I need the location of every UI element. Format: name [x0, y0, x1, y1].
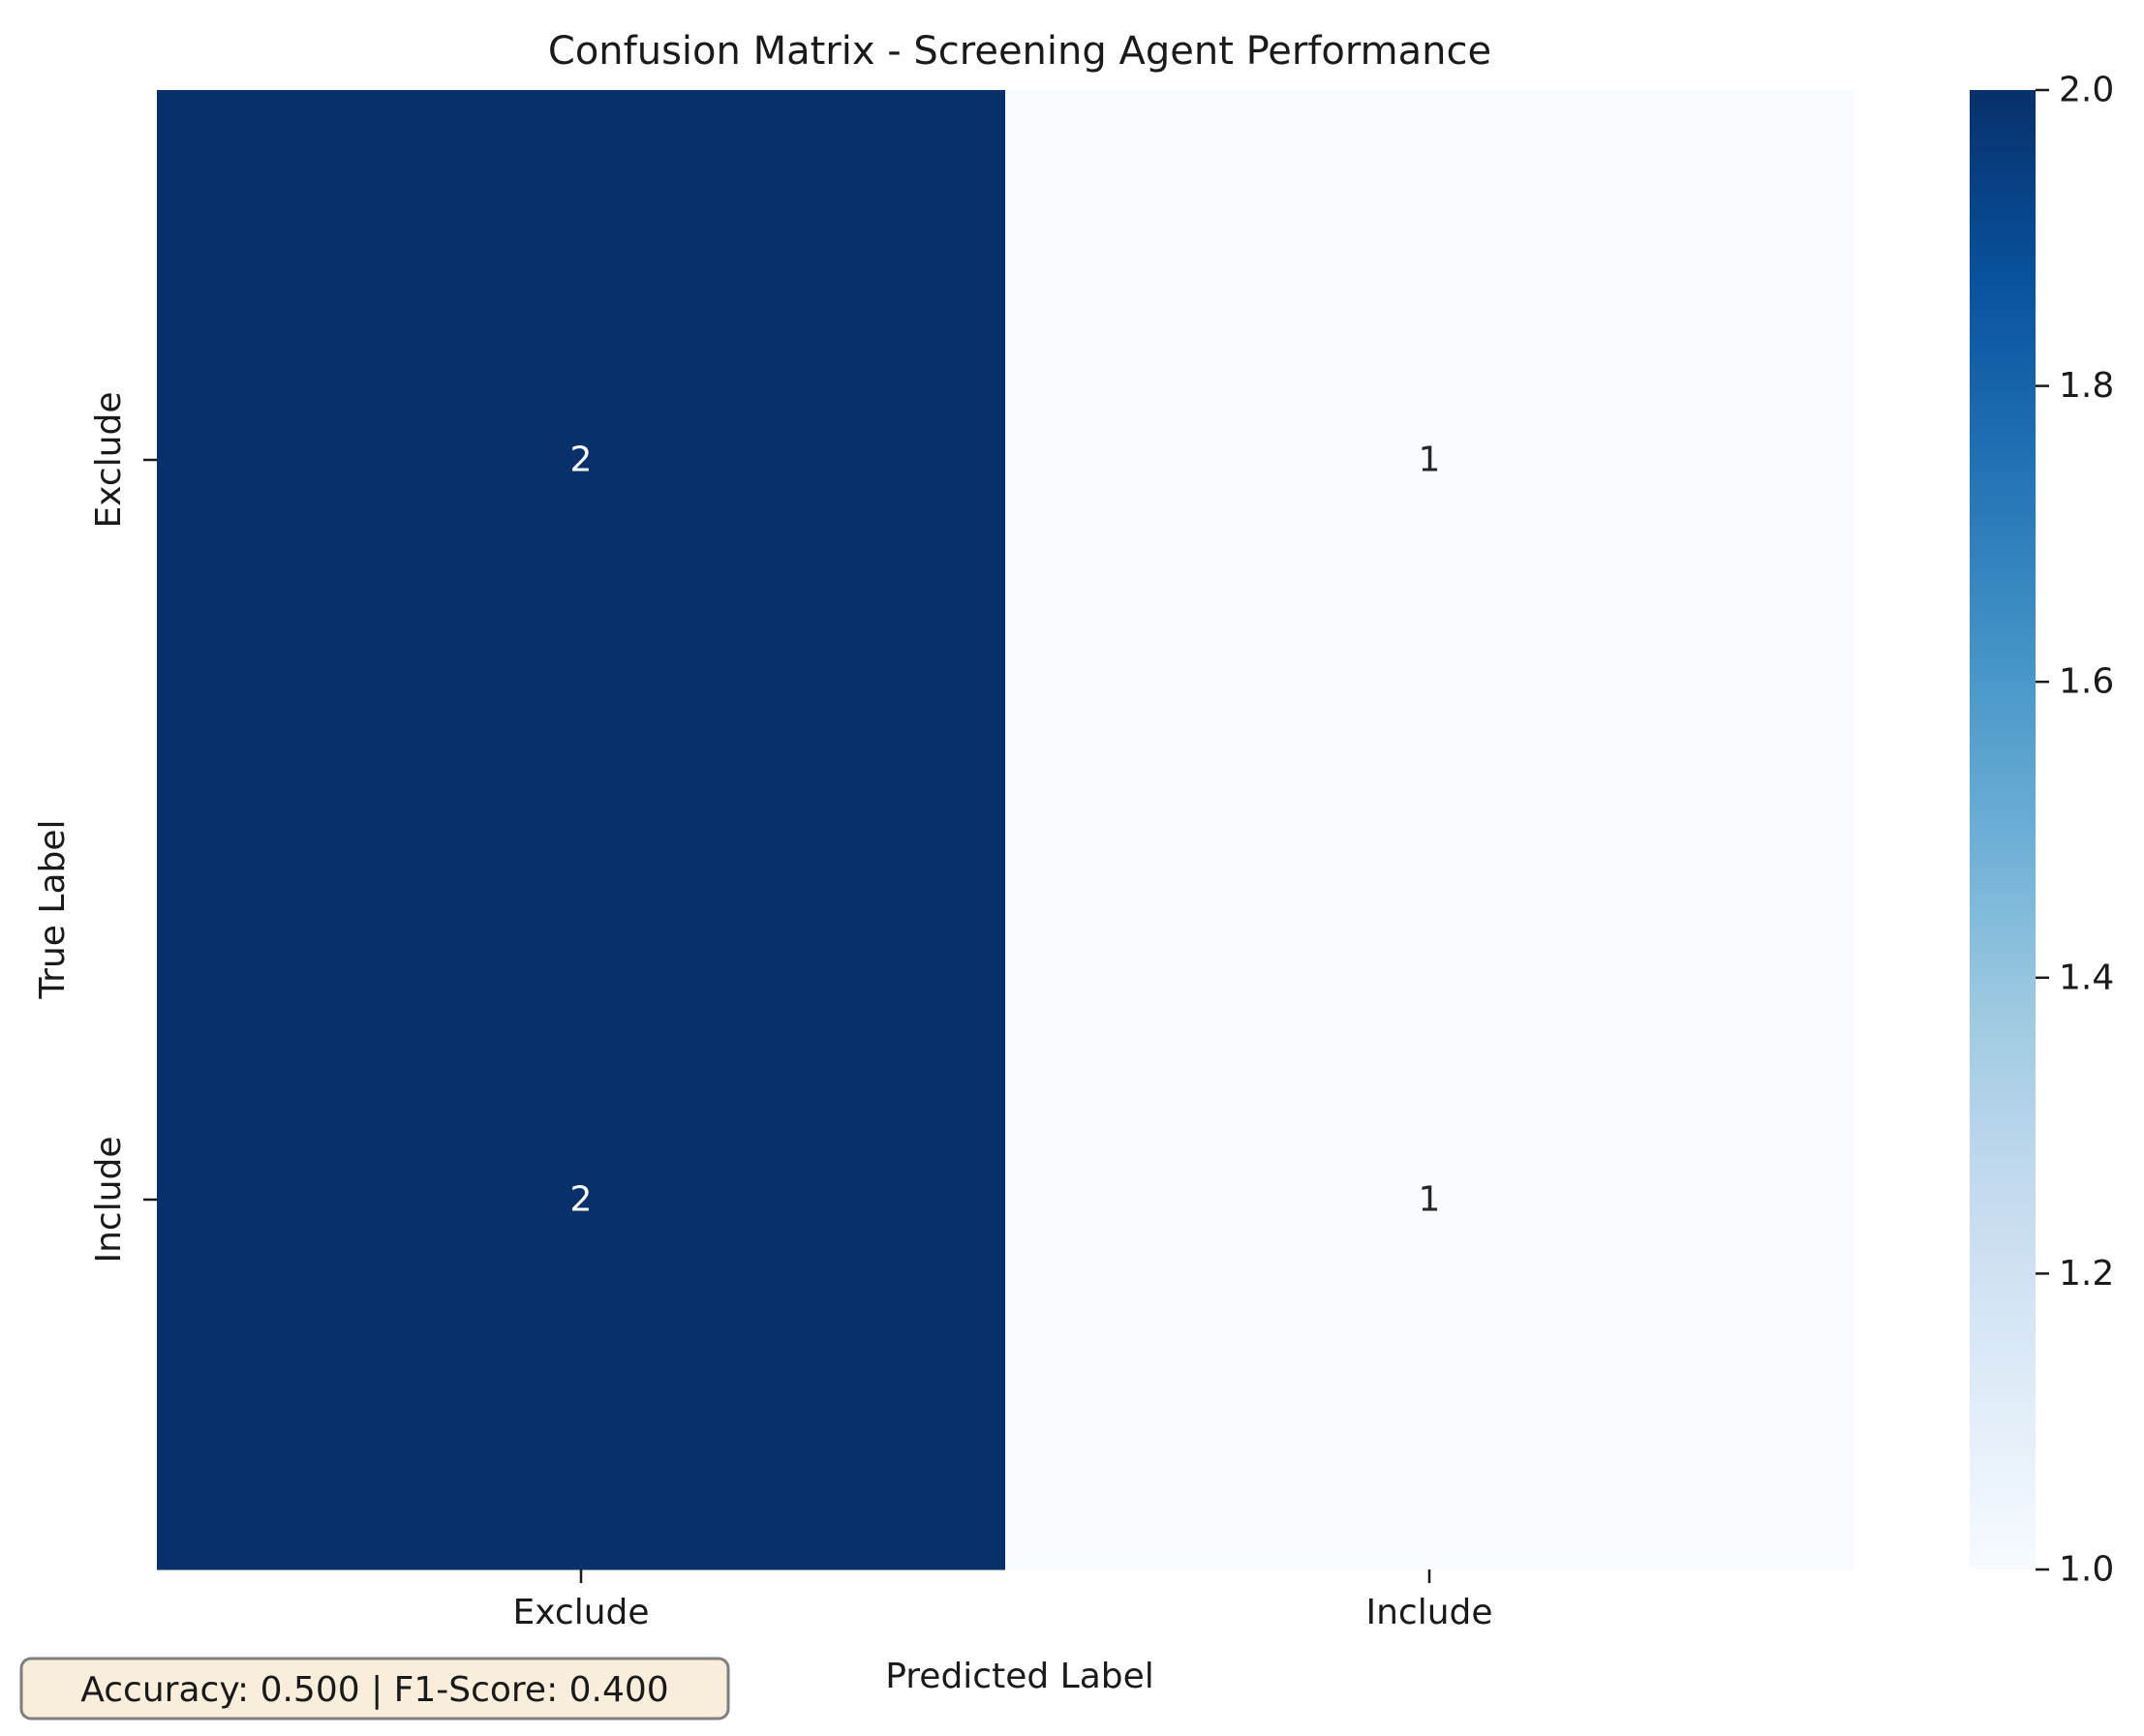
- heatmap-cell-1-1: [1005, 830, 1854, 1570]
- colorbar-tick-label-5: 2.0: [2059, 71, 2114, 110]
- y-axis-ticks: Exclude Include: [89, 391, 157, 1264]
- colorbar-ticks: 1.0 1.2 1.4 1.6 1.8 2.0: [2036, 71, 2114, 1590]
- x-axis-label: Predicted Label: [885, 1657, 1154, 1696]
- x-tick-label-0: Exclude: [512, 1593, 649, 1632]
- heatmap-cell-0-0: [157, 90, 1006, 831]
- heatmap-cell-0-1: [1005, 90, 1854, 831]
- y-axis-label: True Label: [33, 819, 73, 999]
- metrics-box-frame: [19, 1657, 730, 1721]
- x-axis-ticks: Exclude Include: [512, 1569, 1493, 1632]
- colorbar-tick-label-3: 1.6: [2059, 662, 2114, 702]
- chart-title: Confusion Matrix - Screening Agent Perfo…: [548, 29, 1491, 74]
- cell-value-label-1-1: 1: [1419, 1180, 1441, 1220]
- metrics-text: Accuracy: 0.500 | F1-Score: 0.400: [80, 1670, 668, 1710]
- heatmap-cell-1-0: [157, 830, 1006, 1570]
- heatmap-cells: 2 1 2 1: [157, 90, 1854, 1570]
- colorbar: [1970, 90, 2036, 1569]
- cell-value-label-1-0: 2: [570, 1180, 593, 1220]
- cell-value-label-0-0: 2: [570, 441, 593, 480]
- colorbar-tick-label-2: 1.4: [2059, 958, 2114, 997]
- x-tick-label-1: Include: [1365, 1593, 1492, 1632]
- metrics-box: Accuracy: 0.500 | F1-Score: 0.400: [19, 1657, 730, 1721]
- colorbar-tick-label-0: 1.0: [2059, 1550, 2114, 1590]
- y-tick-label-0: Exclude: [89, 391, 129, 528]
- colorbar-tick-label-1: 1.2: [2059, 1254, 2114, 1294]
- cell-value-label-0-1: 1: [1419, 441, 1441, 480]
- y-tick-label-1: Include: [89, 1136, 129, 1263]
- colorbar-tick-label-4: 1.8: [2059, 366, 2114, 406]
